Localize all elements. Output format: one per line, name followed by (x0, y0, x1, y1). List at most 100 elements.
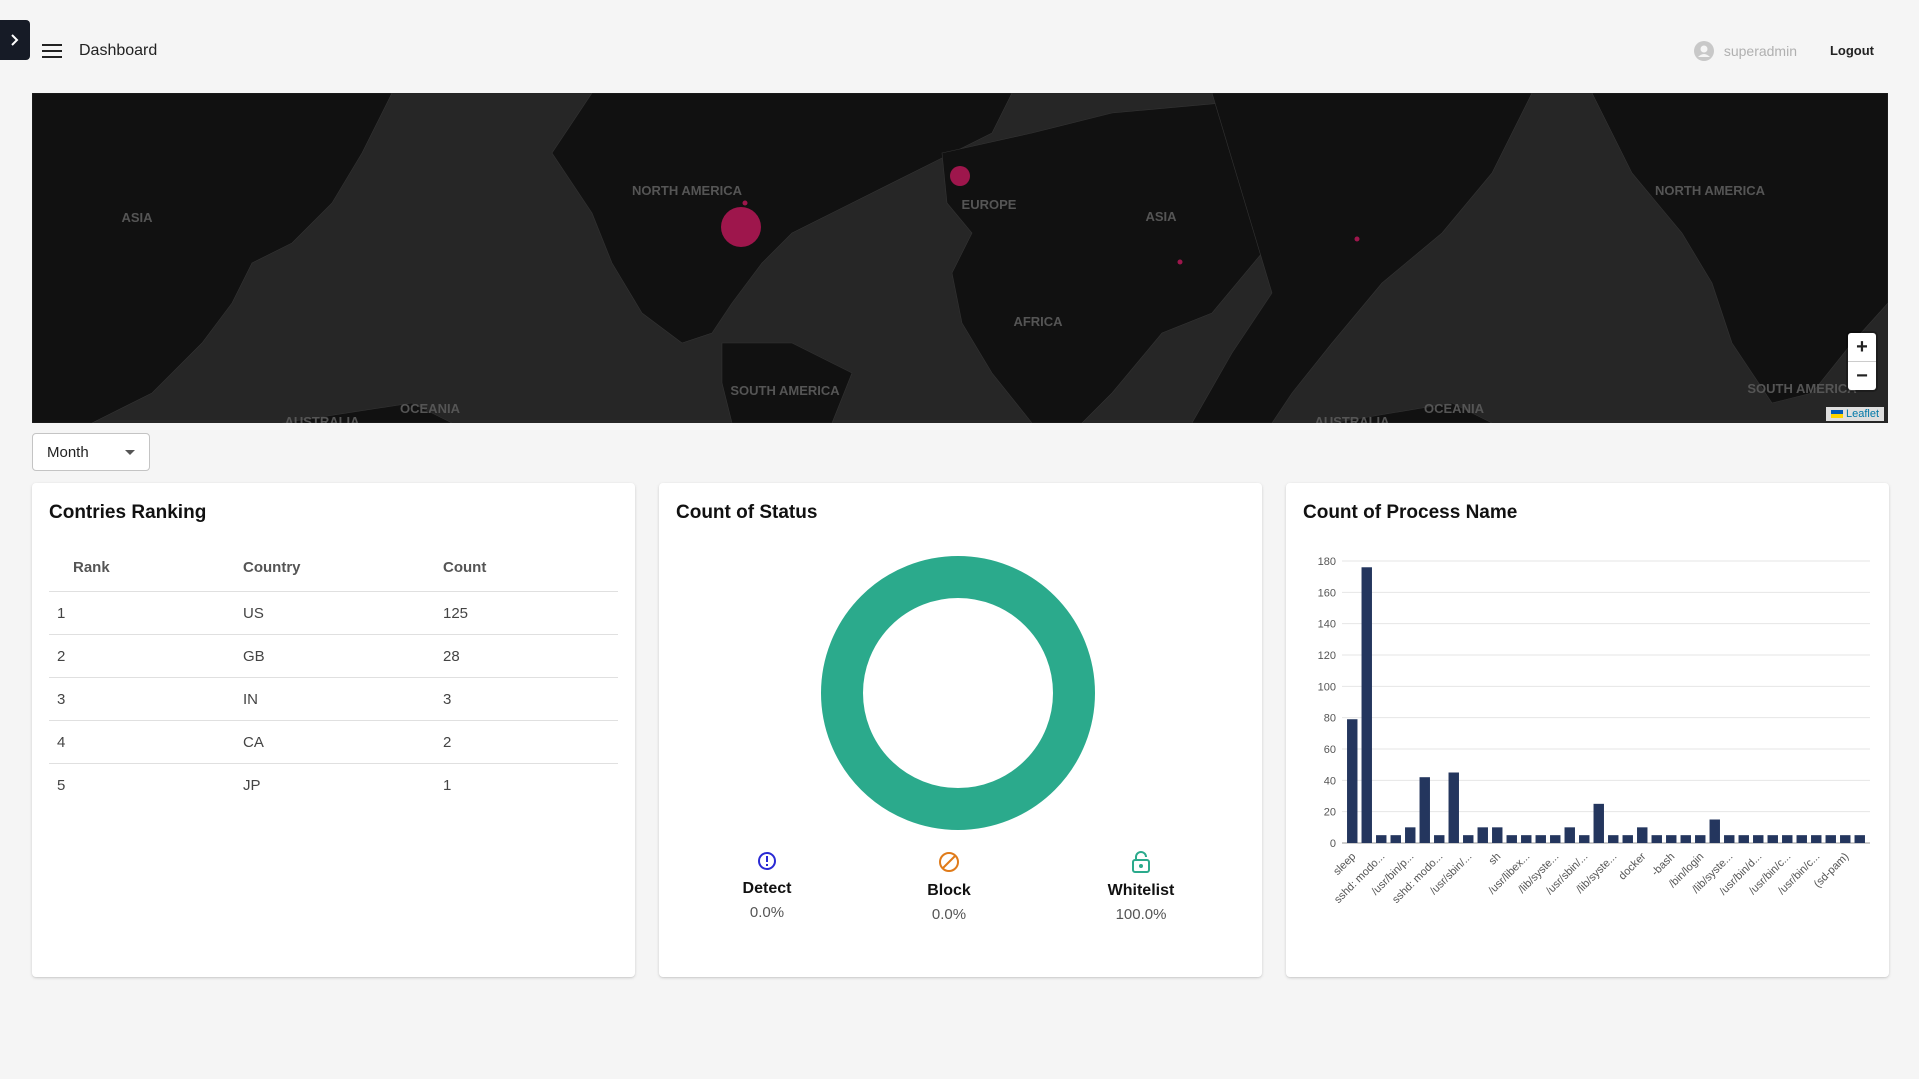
countries-table: Rank Country Count 1 US 125 2 GB 28 3 IN… (49, 543, 618, 806)
count-cell: 3 (443, 677, 618, 721)
process-card: Count of Process Name 0 20 40 60 80 100 120 140… (1286, 483, 1889, 977)
count-cell: 2 (443, 720, 618, 764)
period-select-value: Month (47, 443, 89, 461)
legend-percent: 0.0% (749, 904, 785, 921)
map-label: AUSTRALIA (1314, 414, 1390, 423)
bar[interactable] (1593, 803, 1604, 843)
map-label: OCEANIA (1424, 401, 1485, 416)
bar[interactable] (1405, 827, 1416, 843)
bar[interactable] (1622, 835, 1633, 843)
world-map[interactable]: ASIA NORTH AMERICA EUROPE ASIA NORTH AME… (32, 93, 1888, 423)
country-cell: IN (243, 677, 443, 721)
country-cell: GB (243, 634, 443, 678)
bar[interactable] (1767, 835, 1778, 843)
card-title: Contries Ranking (49, 502, 207, 523)
bar[interactable] (1724, 835, 1735, 843)
column-header-count: Count (443, 543, 618, 592)
map-label: ASIA (121, 210, 153, 225)
bar[interactable] (1463, 835, 1474, 843)
map-marker-gb[interactable] (950, 166, 970, 186)
y-tick-label: 80 (1324, 713, 1336, 725)
y-tick-label: 140 (1318, 619, 1336, 631)
bar[interactable] (1347, 719, 1358, 843)
table-row: 1 US 125 (49, 591, 618, 635)
legend-label: Whitelist (1107, 882, 1175, 899)
map-marker-in[interactable] (1177, 259, 1183, 265)
map-marker-us[interactable] (721, 207, 761, 247)
top-bar: Dashboard superadmin Logout (40, 30, 1919, 72)
bar[interactable] (1796, 835, 1807, 843)
map-label: OCEANIA (400, 401, 461, 416)
bar[interactable] (1550, 835, 1561, 843)
map-zoom-control: + − (1848, 333, 1876, 390)
leaflet-link[interactable]: Leaflet (1845, 408, 1879, 420)
map-label: SOUTH AMERICA (1747, 381, 1857, 396)
bar[interactable] (1390, 835, 1401, 843)
bar[interactable] (1608, 835, 1619, 843)
zoom-in-button[interactable]: + (1848, 333, 1876, 362)
y-tick-label: 180 (1318, 556, 1336, 568)
logout-button[interactable]: Logout (1829, 43, 1874, 58)
bar[interactable] (1477, 827, 1488, 843)
alert-circle-icon (758, 852, 776, 870)
bar[interactable] (1709, 819, 1720, 844)
page-title: Dashboard (79, 42, 158, 59)
card-title: Count of Status (676, 502, 818, 523)
bar[interactable] (1666, 835, 1677, 843)
bar[interactable] (1492, 827, 1503, 843)
table-row: 2 GB 28 (49, 634, 618, 678)
map-label: NORTH AMERICA (1655, 183, 1766, 198)
legend-whitelist[interactable]: Whitelist 100.0% (1081, 851, 1201, 923)
map-marker-jp[interactable] (1354, 236, 1360, 242)
legend-block[interactable]: Block 0.0% (889, 851, 1009, 923)
status-donut-chart[interactable] (818, 553, 1098, 833)
bar[interactable] (1840, 835, 1851, 843)
period-select[interactable]: Month (32, 433, 150, 471)
rank-cell: 2 (49, 634, 243, 678)
bar[interactable] (1680, 835, 1691, 843)
bar[interactable] (1738, 835, 1749, 843)
menu-icon[interactable] (40, 39, 64, 63)
sidebar-toggle-button[interactable] (0, 20, 30, 60)
bar[interactable] (1651, 835, 1662, 843)
x-tick-label: sleep (1331, 851, 1358, 878)
rank-cell: 3 (49, 677, 243, 721)
bar[interactable] (1535, 835, 1546, 843)
map-label: SOUTH AMERICA (730, 383, 840, 398)
y-tick-label: 100 (1318, 681, 1336, 693)
bar[interactable] (1854, 835, 1865, 843)
bar[interactable] (1434, 835, 1445, 843)
map-marker-ca[interactable] (742, 200, 748, 206)
bar[interactable] (1825, 835, 1836, 843)
table-row: 4 CA 2 (49, 720, 618, 764)
bar[interactable] (1637, 827, 1648, 843)
bar[interactable] (1579, 835, 1590, 843)
bar[interactable] (1564, 827, 1575, 843)
bar[interactable] (1448, 772, 1459, 844)
user-menu[interactable]: superadmin (1693, 41, 1797, 61)
bar[interactable] (1782, 835, 1793, 843)
bar[interactable] (1419, 777, 1430, 843)
column-header-rank: Rank (49, 543, 243, 592)
bar[interactable] (1521, 835, 1532, 843)
map-label: AFRICA (1013, 314, 1063, 329)
zoom-out-button[interactable]: − (1856, 364, 1868, 387)
table-row: 5 JP 1 (49, 764, 618, 807)
bar[interactable] (1811, 835, 1822, 843)
status-card: Count of Status Detect 0.0% Block 0.0% W… (659, 483, 1262, 977)
count-cell: 125 (443, 591, 618, 635)
legend-label: Detect (742, 880, 792, 897)
bar[interactable] (1506, 835, 1517, 843)
y-tick-label: 0 (1330, 838, 1336, 850)
donut-segment-whitelist[interactable] (821, 556, 1095, 830)
legend-percent: 100.0% (1115, 906, 1167, 923)
bar[interactable] (1695, 835, 1706, 843)
country-cell: JP (243, 776, 261, 794)
bar[interactable] (1753, 835, 1764, 843)
map-label: AUSTRALIA (284, 414, 360, 423)
bar[interactable] (1361, 567, 1372, 843)
legend-detect[interactable]: Detect 0.0% (707, 851, 827, 921)
bar[interactable] (1376, 835, 1387, 843)
y-tick-label: 160 (1318, 587, 1336, 599)
